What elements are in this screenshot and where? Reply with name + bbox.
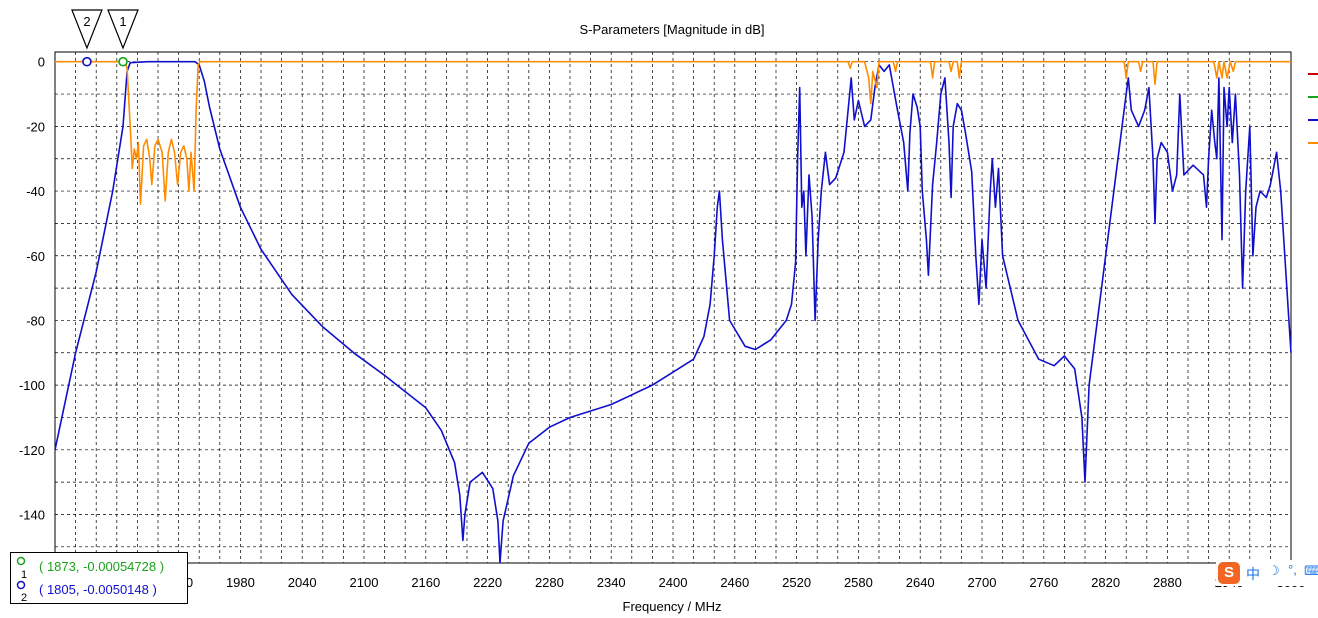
chart-title: S-Parameters [Magnitude in dB] (580, 22, 765, 37)
x-axis-ticks: 1920198020402100216022202280234024002460… (164, 575, 1305, 590)
marker-1-point (118, 56, 128, 67)
x-tick-label: 2040 (288, 575, 317, 590)
x-tick-label: 2520 (782, 575, 811, 590)
y-axis-ticks: 0 -20 -40 -60 -80 -100 -120 -140 (19, 55, 45, 523)
marker-2-readout: ( 1805, -0.0050148 ) (39, 582, 157, 597)
ime-toolbar[interactable]: S 中 ☽ °, ⌨ (1216, 560, 1318, 586)
marker-2-icon (16, 580, 26, 590)
series-lines (54, 60, 1292, 564)
x-tick-label: 2220 (473, 575, 502, 590)
y-tick-label: -20 (26, 119, 45, 134)
x-tick-label: 2100 (350, 575, 379, 590)
marker-readout-box: 1 ( 1873, -0.00054728 ) 2 ( 1805, -0.005… (10, 552, 188, 604)
marker-2-number: 2 (21, 592, 28, 604)
y-tick-label: -120 (19, 443, 45, 458)
plot-frame (54, 51, 1292, 564)
marker-1-number: 1 (21, 569, 28, 581)
marker-2-flag (71, 9, 103, 50)
marker-1-flag (107, 9, 139, 50)
punctuation-icon[interactable]: °, (1288, 562, 1297, 577)
y-tick-label: -60 (26, 249, 45, 264)
x-tick-label: 2700 (968, 575, 997, 590)
plot-grid (54, 51, 1292, 564)
keyboard-icon[interactable]: ⌨ (1304, 563, 1318, 578)
ime-language-label[interactable]: 中 (1246, 566, 1260, 582)
x-tick-label: 2400 (659, 575, 688, 590)
sogou-logo-icon[interactable]: S (1218, 562, 1240, 584)
x-tick-label: 2160 (411, 575, 440, 590)
x-tick-label: 2340 (597, 575, 626, 590)
marker-1-label: 1 (119, 14, 126, 29)
y-tick-label: -80 (26, 313, 45, 328)
x-tick-label: 2460 (720, 575, 749, 590)
y-tick-label: -100 (19, 378, 45, 393)
series-line-2 (55, 60, 1291, 205)
y-tick-label: 0 (38, 55, 45, 70)
marker-2-label: 2 (83, 14, 90, 29)
x-tick-label: 2640 (906, 575, 935, 590)
x-tick-label: 2760 (1029, 575, 1058, 590)
legend-swatches (1308, 73, 1318, 144)
x-tick-label: 2880 (1153, 575, 1182, 590)
data-markers: 12 (71, 9, 139, 67)
x-tick-label: 2820 (1091, 575, 1120, 590)
x-tick-label: 2580 (844, 575, 873, 590)
y-tick-label: -40 (26, 184, 45, 199)
marker-1-icon (16, 556, 26, 566)
marker-1-readout: ( 1873, -0.00054728 ) (39, 559, 165, 574)
marker-2-point (82, 56, 92, 67)
half-width-icon[interactable]: ☽ (1268, 563, 1280, 578)
x-tick-label: 2280 (535, 575, 564, 590)
y-tick-label: -140 (19, 507, 45, 522)
series-line-1 (54, 60, 1292, 564)
x-axis-label: Frequency / MHz (623, 599, 722, 614)
x-tick-label: 1980 (226, 575, 255, 590)
